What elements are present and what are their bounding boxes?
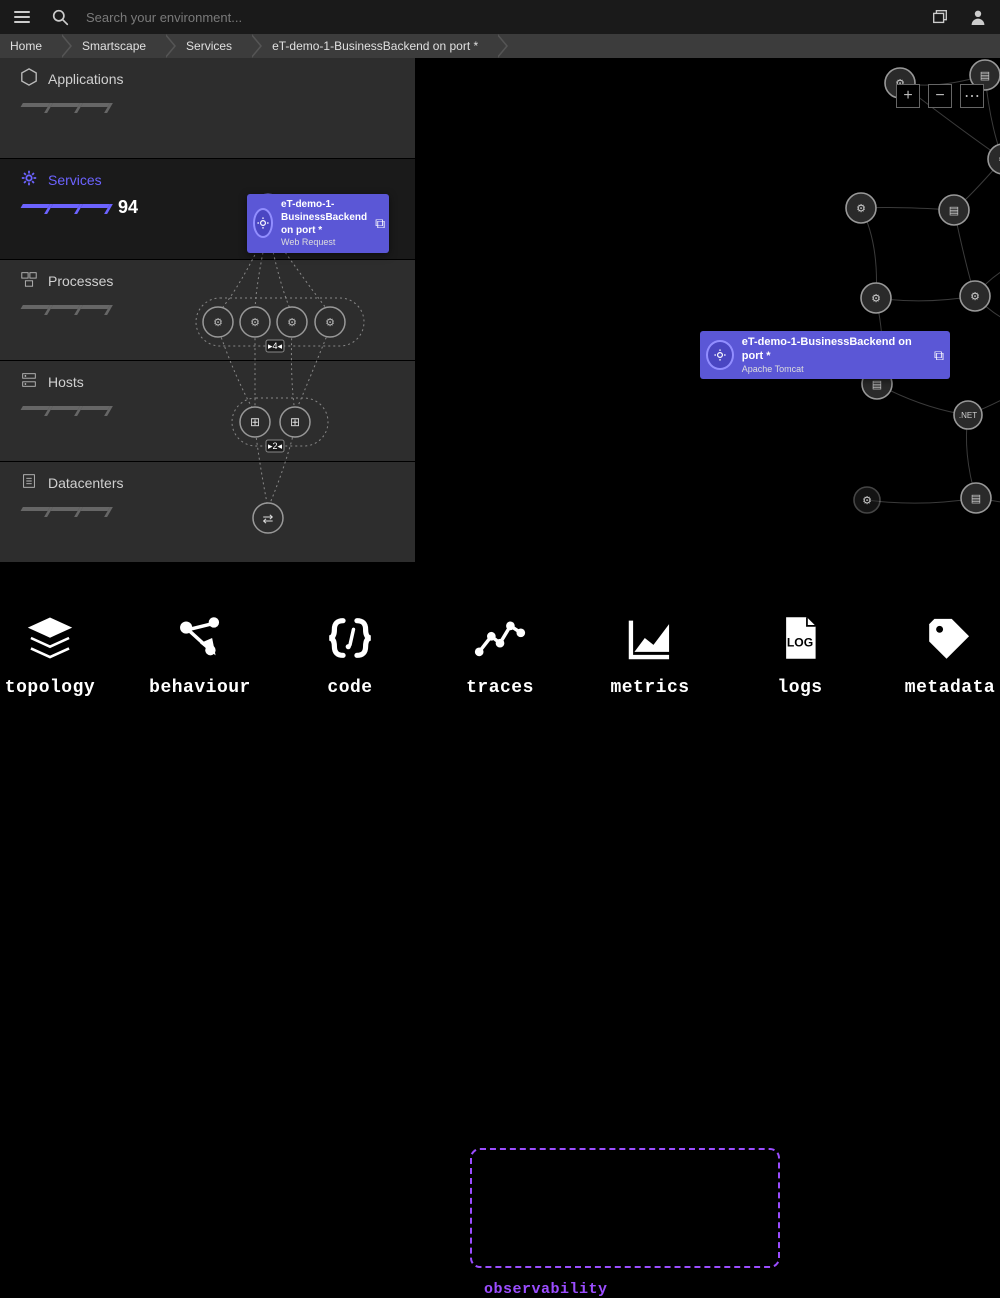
svg-text:⚙: ⚙ <box>856 203 866 215</box>
datacenter-icon <box>20 472 38 493</box>
layers-icon <box>24 612 76 664</box>
crumb-home[interactable]: Home <box>0 34 60 58</box>
more-button[interactable]: ⋯ <box>960 84 984 108</box>
observability-box <box>470 1148 780 1268</box>
callout-subtitle: Web Request <box>281 237 367 249</box>
open-link-icon[interactable]: ⧉ <box>375 215 385 232</box>
feature-strip: topology behaviour code traces metrics L… <box>0 563 1000 747</box>
feature-metadata[interactable]: metadata <box>905 612 995 698</box>
layer-label: Applications <box>48 71 124 87</box>
feature-code[interactable]: code <box>305 612 395 698</box>
service-icon <box>253 208 273 238</box>
feature-traces[interactable]: traces <box>455 612 545 698</box>
layer-processes[interactable]: Processes <box>0 260 415 361</box>
sidebar-callout[interactable]: eT-demo-1-BusinessBackend on port * Web … <box>247 194 389 253</box>
crumb-label: Smartscape <box>82 39 146 53</box>
zoom-out-button[interactable]: − <box>928 84 952 108</box>
menu-icon[interactable] <box>10 5 34 29</box>
search-input[interactable] <box>86 10 386 25</box>
feature-label: metadata <box>905 678 995 698</box>
sidebar: Applications Services 94 Processes <box>0 58 415 563</box>
observability-label: observability <box>484 1281 608 1298</box>
braces-icon <box>324 612 376 664</box>
user-icon[interactable] <box>966 5 990 29</box>
feature-logs[interactable]: LOG logs <box>755 612 845 698</box>
processes-icon <box>20 270 38 291</box>
crumb-services[interactable]: Services <box>164 34 250 58</box>
network-canvas[interactable]: ⚙▤⚙GGGG⚙▤⚙⚙⚙⚙⚙⚙⚙⚙⚙⚙✎⚙◫⚙IIS⁘✎⚙.NET▤IIS☁⚙✎… <box>415 58 1000 563</box>
callout-title: eT-demo-1-BusinessBackend on port * <box>742 335 926 364</box>
feature-label: traces <box>466 678 534 698</box>
callout-subtitle: Apache Tomcat <box>742 364 926 376</box>
svg-text:▤: ▤ <box>872 379 882 391</box>
svg-text:LOG: LOG <box>787 636 813 650</box>
open-link-icon[interactable]: ⧉ <box>934 347 944 364</box>
layer-label: Datacenters <box>48 475 123 491</box>
feature-topology[interactable]: topology <box>5 612 95 698</box>
hexagon-icon <box>20 68 38 89</box>
share-icon <box>174 612 226 664</box>
log-icon: LOG <box>774 612 826 664</box>
chart-icon <box>624 612 676 664</box>
tag-icon <box>924 612 976 664</box>
service-icon <box>706 340 734 370</box>
feature-label: behaviour <box>149 678 251 698</box>
topbar <box>0 0 1000 34</box>
layer-label: Services <box>48 172 102 188</box>
breadcrumb: Home Smartscape Services eT-demo-1-Busin… <box>0 34 1000 58</box>
feature-label: logs <box>777 678 822 698</box>
crumb-label: Home <box>10 39 42 53</box>
layer-applications[interactable]: Applications <box>0 58 415 159</box>
trace-icon <box>474 612 526 664</box>
layer-label: Hosts <box>48 374 84 390</box>
feature-behaviour[interactable]: behaviour <box>155 612 245 698</box>
feature-label: metrics <box>610 678 689 698</box>
svg-text:▤: ▤ <box>949 205 959 217</box>
svg-text:▤: ▤ <box>971 493 981 505</box>
canvas-controls: + − ⋯ <box>896 84 984 108</box>
layer-label: Processes <box>48 273 113 289</box>
svg-text:.NET: .NET <box>959 411 977 420</box>
windows-icon[interactable] <box>928 5 952 29</box>
zoom-in-button[interactable]: + <box>896 84 920 108</box>
network-graph[interactable]: ⚙▤⚙GGGG⚙▤⚙⚙⚙⚙⚙⚙⚙⚙⚙⚙✎⚙◫⚙IIS⁘✎⚙.NET▤IIS☁⚙✎… <box>415 58 1000 563</box>
svg-text:⚙: ⚙ <box>970 291 980 303</box>
callout-title: eT-demo-1-BusinessBackend on port * <box>281 198 367 237</box>
gear-icon <box>20 169 38 190</box>
feature-label: code <box>327 678 372 698</box>
crumb-label: Services <box>186 39 232 53</box>
svg-text:⚙: ⚙ <box>862 495 872 507</box>
layer-datacenters[interactable]: Datacenters <box>0 462 415 563</box>
svg-text:▤: ▤ <box>980 70 990 82</box>
svg-text:⚙: ⚙ <box>871 293 881 305</box>
feature-label: topology <box>5 678 95 698</box>
layer-hosts[interactable]: Hosts <box>0 361 415 462</box>
search-icon[interactable] <box>48 5 72 29</box>
crumb-current[interactable]: eT-demo-1-BusinessBackend on port * <box>250 34 496 58</box>
layer-count: 94 <box>118 197 138 218</box>
crumb-smartscape[interactable]: Smartscape <box>60 34 164 58</box>
feature-metrics[interactable]: metrics <box>605 612 695 698</box>
hosts-icon <box>20 371 38 392</box>
canvas-callout[interactable]: eT-demo-1-BusinessBackend on port * Apac… <box>700 331 950 379</box>
crumb-label: eT-demo-1-BusinessBackend on port * <box>272 39 478 53</box>
